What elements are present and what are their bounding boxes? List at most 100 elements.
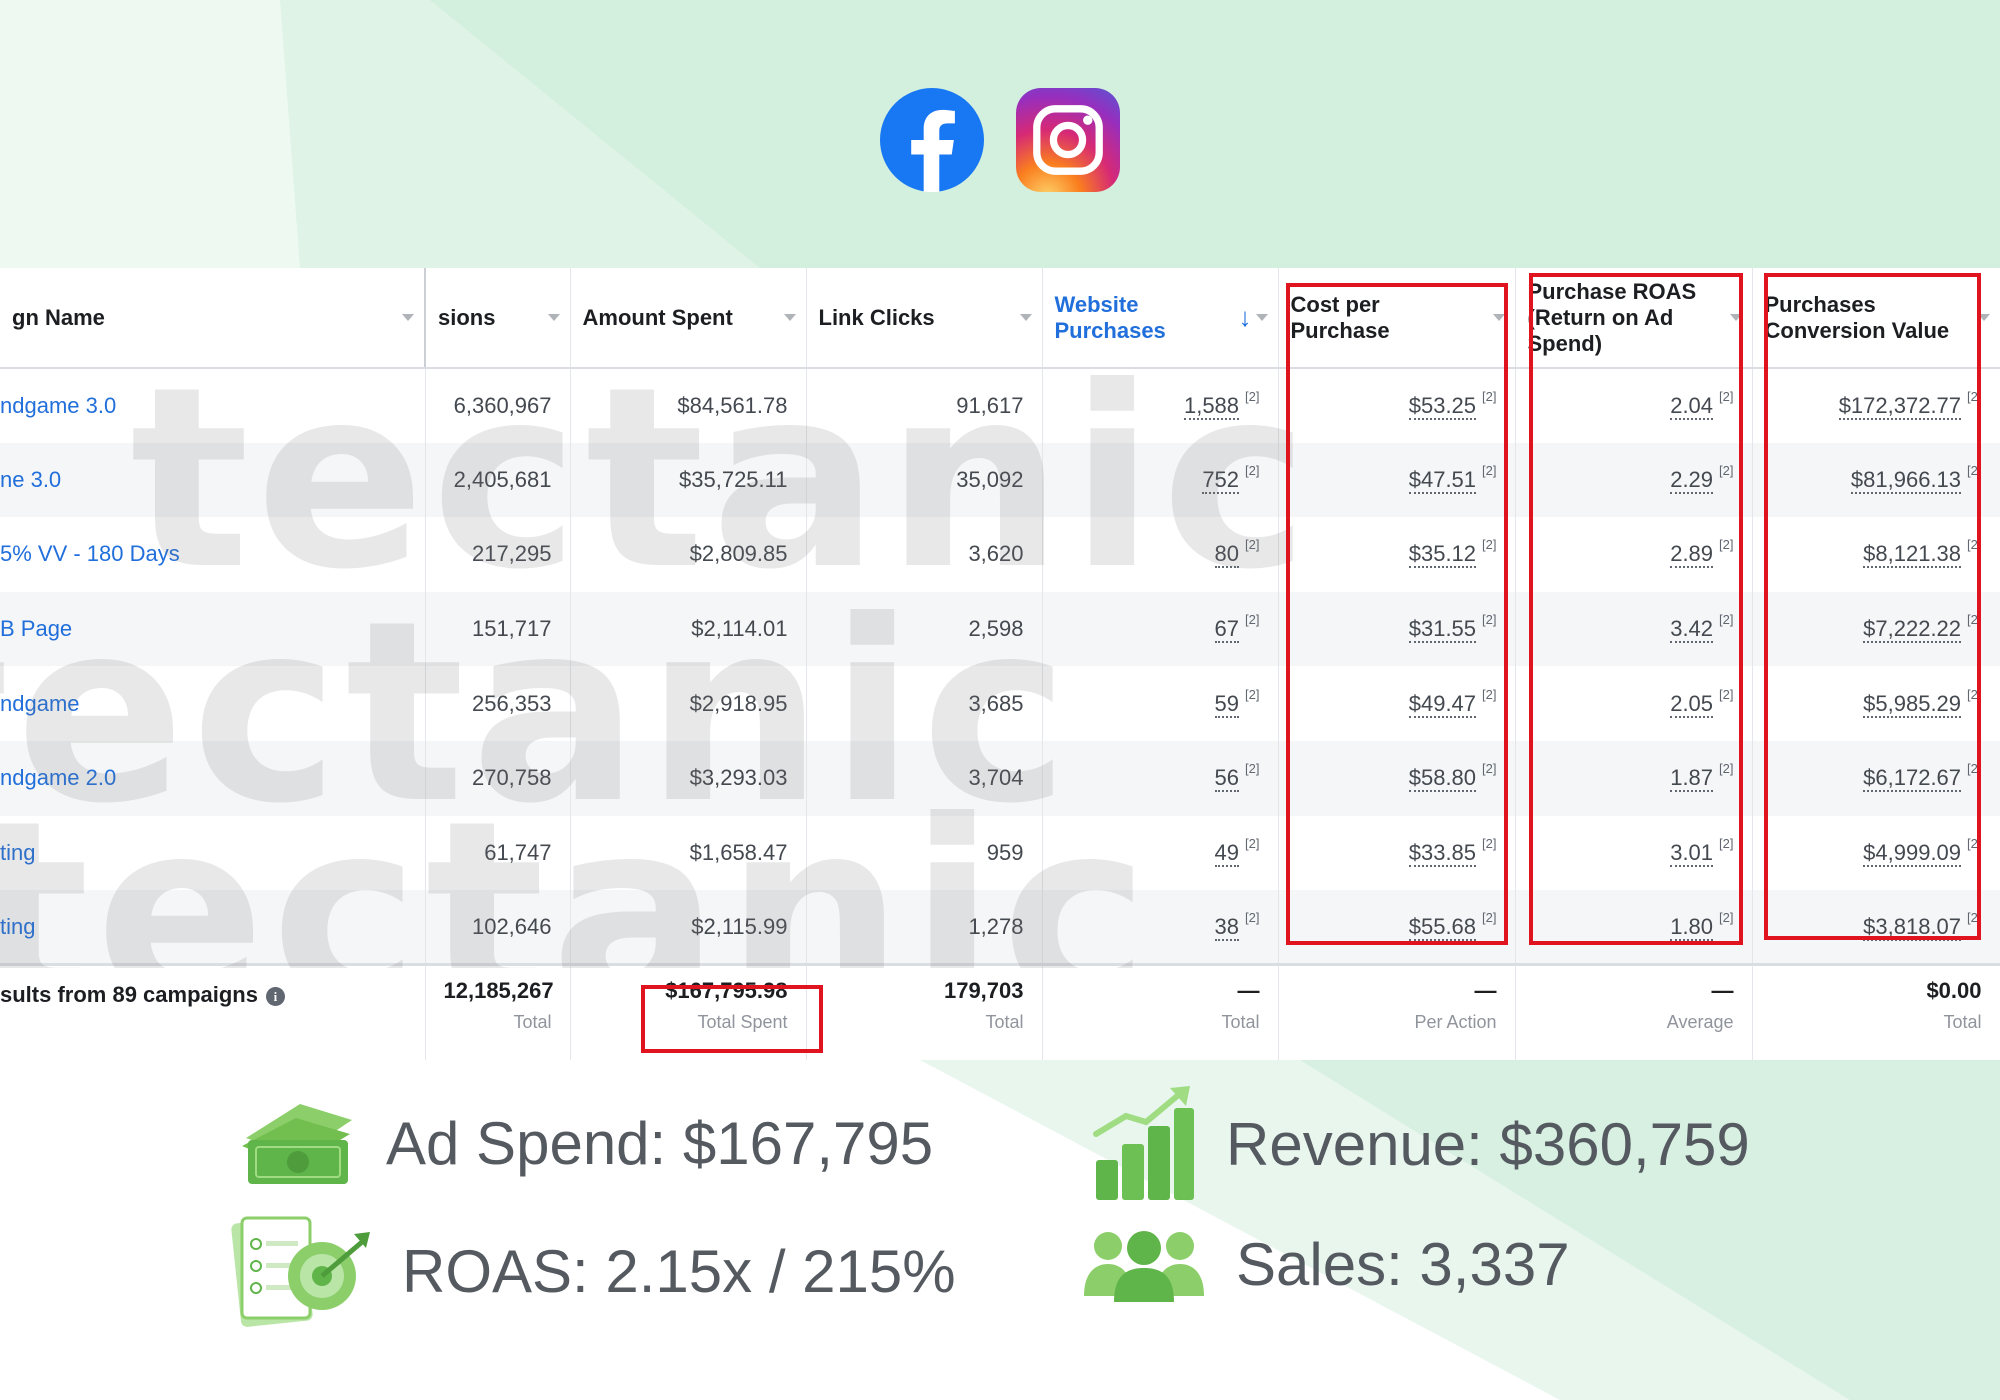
purchase-roas-value[interactable]: 1.87 bbox=[1670, 765, 1714, 793]
total-cpp-cell: — Per Action bbox=[1278, 963, 1516, 1060]
chevron-down-icon[interactable] bbox=[1977, 314, 1990, 321]
purchases-value[interactable]: 1,588 bbox=[1183, 392, 1240, 420]
target-checklist-icon bbox=[231, 1216, 370, 1327]
cost-per-purchase-value[interactable]: $31.55 bbox=[1408, 616, 1477, 644]
table-row: ting 61,747 $1,658.47 959 49 [2] $33.85 [2… bbox=[0, 815, 2000, 891]
amount-spent-cell: $84,561.78 bbox=[570, 368, 807, 443]
purchases-value[interactable]: 38 bbox=[1214, 913, 1240, 941]
chevron-down-icon[interactable] bbox=[547, 314, 560, 321]
total-impressions-caption: Total bbox=[513, 1012, 552, 1033]
purchase-roas-value[interactable]: 2.29 bbox=[1670, 466, 1714, 494]
campaign-name-link[interactable]: 5% VV - 180 Days bbox=[0, 517, 426, 592]
campaign-name-link[interactable]: ndgame 2.0 bbox=[0, 740, 426, 816]
amount-spent-cell: $1,658.47 bbox=[570, 815, 807, 891]
conversion-value[interactable]: $172,372.77 bbox=[1838, 392, 1962, 420]
header-link-clicks[interactable]: Link Clicks bbox=[806, 268, 1043, 369]
cost-per-purchase-value[interactable]: $47.51 bbox=[1408, 466, 1477, 494]
footnote-marker: [2] bbox=[1245, 612, 1260, 628]
footnote-marker: [2] bbox=[1967, 761, 1982, 777]
link-clicks-cell: 35,092 bbox=[806, 442, 1043, 518]
purchase-roas-value[interactable]: 2.05 bbox=[1670, 690, 1714, 718]
chevron-down-icon[interactable] bbox=[1255, 314, 1268, 321]
conversion-value[interactable]: $81,966.13 bbox=[1850, 466, 1962, 494]
cost-per-purchase-value[interactable]: $35.12 bbox=[1408, 541, 1477, 569]
footnote-marker: [2] bbox=[1719, 388, 1734, 404]
header-label: Purchase ROAS (Return on Ad Spend) bbox=[1527, 278, 1697, 356]
footnote-marker: [2] bbox=[1482, 909, 1497, 925]
campaign-name-link[interactable]: ne 3.0 bbox=[0, 442, 426, 518]
conversion-value[interactable]: $6,172.67 bbox=[1863, 765, 1962, 793]
total-roas-cell: — Average bbox=[1515, 963, 1753, 1060]
campaign-name-link[interactable]: ting bbox=[0, 815, 426, 891]
footnote-marker: [2] bbox=[1482, 835, 1497, 851]
campaign-name-link[interactable]: ndgame 3.0 bbox=[0, 368, 426, 443]
purchases-value[interactable]: 56 bbox=[1214, 765, 1240, 793]
footnote-marker: [2] bbox=[1719, 462, 1734, 478]
chevron-down-icon[interactable] bbox=[1019, 314, 1032, 321]
campaign-table: gn Name sions Amount Spent Link Clicks W… bbox=[0, 268, 2000, 1060]
total-spent-caption: Total Spent bbox=[697, 1012, 788, 1033]
purchases-value[interactable]: 49 bbox=[1214, 839, 1240, 867]
header-amount-spent[interactable]: Amount Spent bbox=[570, 268, 807, 369]
purchase-roas-cell: 2.89 [2] bbox=[1515, 517, 1753, 592]
cost-per-purchase-value[interactable]: $53.25 bbox=[1408, 392, 1477, 420]
link-clicks-cell: 3,685 bbox=[806, 666, 1043, 741]
info-icon[interactable]: i bbox=[265, 987, 285, 1007]
purchases-value[interactable]: 752 bbox=[1202, 466, 1240, 494]
cost-per-purchase-value[interactable]: $58.80 bbox=[1408, 765, 1477, 793]
total-impressions: 12,185,267 bbox=[443, 978, 554, 1004]
conversion-value[interactable]: $5,985.29 bbox=[1863, 690, 1962, 718]
table-row: B Page 151,717 $2,114.01 2,598 67 [2] $31… bbox=[0, 591, 2000, 667]
amount-spent-cell: $2,918.95 bbox=[570, 666, 807, 741]
purchases-value[interactable]: 80 bbox=[1214, 541, 1240, 569]
header-label: Cost per Purchase bbox=[1290, 291, 1390, 343]
chevron-down-icon[interactable] bbox=[402, 314, 414, 321]
purchase-roas-value[interactable]: 3.01 bbox=[1670, 839, 1714, 867]
impressions-cell: 217,295 bbox=[425, 517, 571, 592]
conversion-value[interactable]: $4,999.09 bbox=[1863, 839, 1962, 867]
roas-label: ROAS: 2.15x / 215% bbox=[402, 1237, 956, 1305]
impressions-cell: 151,717 bbox=[425, 591, 571, 667]
header-conversion-value[interactable]: Purchases Conversion Value bbox=[1752, 268, 2000, 369]
header-label: Purchases Conversion Value bbox=[1764, 291, 1950, 343]
cost-per-purchase-cell: $53.25 [2] bbox=[1278, 368, 1516, 443]
header-cost-per-purchase[interactable]: Cost per Purchase bbox=[1278, 268, 1516, 369]
campaign-name-link[interactable]: ting bbox=[0, 890, 426, 965]
impressions-cell: 270,758 bbox=[425, 740, 571, 816]
cost-per-purchase-value[interactable]: $33.85 bbox=[1408, 839, 1477, 867]
amount-spent-cell: $35,725.11 bbox=[570, 442, 807, 518]
purchase-roas-value[interactable]: 2.04 bbox=[1670, 392, 1714, 420]
header-website-purchases[interactable]: Website Purchases ↓ bbox=[1042, 268, 1279, 369]
purchases-value[interactable]: 67 bbox=[1214, 616, 1240, 644]
chevron-down-icon[interactable] bbox=[783, 314, 796, 321]
purchase-roas-value[interactable]: 3.42 bbox=[1670, 616, 1714, 644]
chevron-down-icon[interactable] bbox=[1492, 314, 1505, 321]
header-impressions[interactable]: sions bbox=[425, 268, 571, 369]
header-campaign-name[interactable]: gn Name bbox=[0, 268, 426, 369]
sort-descending-icon[interactable]: ↓ bbox=[1238, 302, 1252, 332]
chevron-down-icon[interactable] bbox=[1729, 314, 1742, 321]
total-purchases-cell: — Total bbox=[1042, 963, 1279, 1060]
cost-per-purchase-value[interactable]: $49.47 bbox=[1408, 690, 1477, 718]
conversion-value[interactable]: $8,121.38 bbox=[1863, 541, 1962, 569]
footnote-marker: [2] bbox=[1719, 537, 1734, 553]
purchases-value[interactable]: 59 bbox=[1214, 690, 1240, 718]
campaign-name-link[interactable]: ndgame bbox=[0, 666, 426, 741]
campaign-name-link[interactable]: B Page bbox=[0, 591, 426, 667]
cost-per-purchase-value[interactable]: $55.68 bbox=[1408, 913, 1477, 941]
footnote-marker: [2] bbox=[1967, 537, 1982, 553]
total-clicks-cell: 179,703 Total bbox=[806, 963, 1043, 1060]
conversion-value[interactable]: $7,222.22 bbox=[1863, 616, 1962, 644]
header-label: Link Clicks bbox=[818, 304, 935, 330]
conversion-value[interactable]: $3,818.07 bbox=[1863, 913, 1962, 941]
total-spent-cell: $167,795.98 Total Spent bbox=[570, 963, 807, 1060]
footnote-marker: [2] bbox=[1967, 686, 1982, 702]
total-cpp: — bbox=[1474, 978, 1497, 1004]
footnote-marker: [2] bbox=[1967, 909, 1982, 925]
header-label: gn Name bbox=[12, 304, 105, 330]
bar-chart-growth-icon bbox=[1093, 1086, 1194, 1200]
footnote-marker: [2] bbox=[1245, 835, 1260, 851]
header-purchase-roas[interactable]: Purchase ROAS (Return on Ad Spend) bbox=[1515, 268, 1753, 369]
purchase-roas-value[interactable]: 2.89 bbox=[1670, 541, 1714, 569]
purchase-roas-value[interactable]: 1.80 bbox=[1670, 913, 1714, 941]
